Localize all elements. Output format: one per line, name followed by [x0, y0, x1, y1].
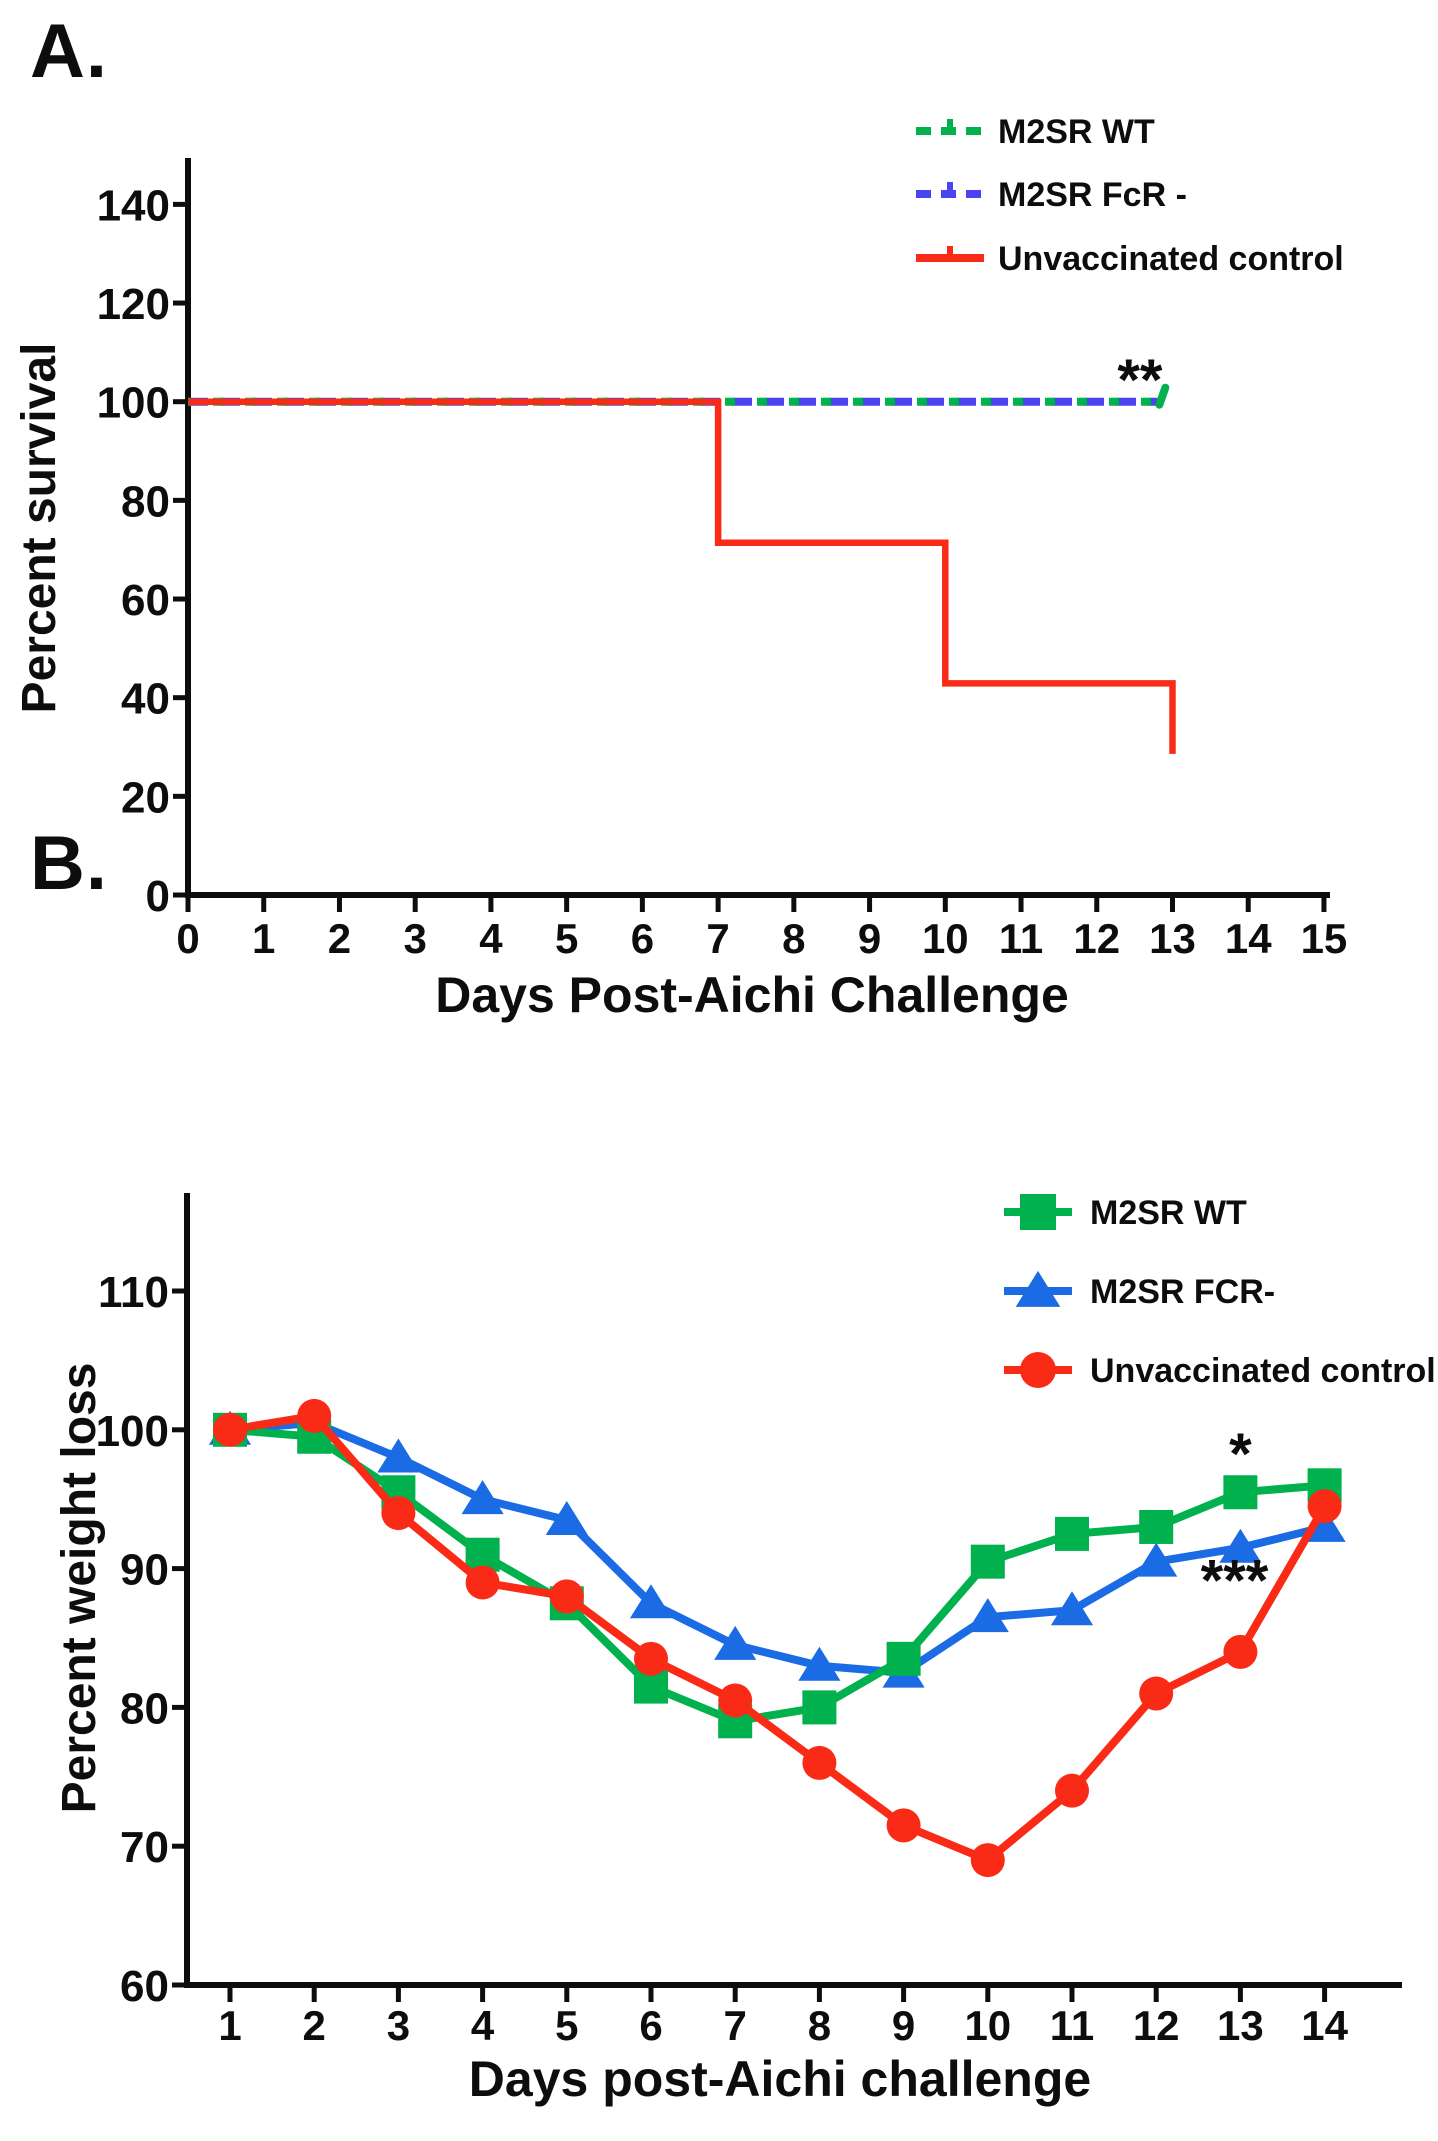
svg-text:100: 100	[96, 1407, 169, 1456]
legend-item-m2sr-wt: M2SR WT	[916, 113, 1155, 151]
svg-text:2: 2	[328, 915, 351, 962]
svg-text:80: 80	[120, 1684, 169, 1733]
svg-text:M2SR FcR -: M2SR FcR -	[998, 176, 1187, 214]
svg-text:M2SR WT: M2SR WT	[998, 113, 1155, 151]
y-axis-title: Percent weight loss	[53, 1363, 106, 1814]
significance-annotation: *	[1229, 1422, 1252, 1487]
svg-text:140: 140	[97, 181, 170, 230]
svg-text:60: 60	[121, 576, 170, 625]
svg-text:60: 60	[120, 1962, 169, 2011]
legend: M2SR WT M2SR FcR - Unvaccinated control	[916, 113, 1344, 278]
panel-a-label: A.	[30, 9, 108, 94]
series-m2sr-fcr-	[208, 1403, 1346, 1688]
svg-text:8: 8	[808, 2002, 831, 2049]
series-group	[208, 1398, 1346, 1878]
svg-text:1: 1	[252, 915, 275, 962]
svg-text:4: 4	[479, 915, 503, 962]
svg-text:9: 9	[858, 915, 881, 962]
panel-b-label: B.	[30, 821, 108, 906]
svg-text:2: 2	[303, 2002, 326, 2049]
significance-annotation: **	[1117, 348, 1163, 413]
svg-text:80: 80	[121, 477, 170, 526]
svg-text:4: 4	[471, 2002, 495, 2049]
svg-text:8: 8	[782, 915, 805, 962]
legend-item-m2sr-wt: M2SR WT	[1004, 1194, 1247, 1232]
svg-text:40: 40	[121, 675, 170, 724]
legend-item-unvaccinated-control: Unvaccinated control	[1004, 1352, 1436, 1390]
censor-tick	[1155, 383, 1170, 409]
svg-text:7: 7	[724, 2002, 747, 2049]
svg-text:5: 5	[555, 2002, 578, 2049]
svg-text:3: 3	[387, 2002, 410, 2049]
svg-text:9: 9	[892, 2002, 915, 2049]
legend-item-unvaccinated-control: Unvaccinated control	[916, 240, 1344, 278]
x-axis-title: Days Post-Aichi Challenge	[435, 967, 1069, 1023]
svg-text:6: 6	[631, 915, 654, 962]
svg-text:7: 7	[706, 915, 729, 962]
svg-text:M2SR WT: M2SR WT	[1090, 1194, 1247, 1232]
svg-text:10: 10	[964, 2002, 1011, 2049]
svg-text:Unvaccinated control: Unvaccinated control	[1090, 1352, 1436, 1390]
svg-text:13: 13	[1149, 915, 1196, 962]
significance-annotation: ***	[1201, 1549, 1269, 1614]
svg-text:Unvaccinated control: Unvaccinated control	[998, 240, 1344, 278]
svg-text:0: 0	[176, 915, 199, 962]
svg-text:0: 0	[146, 872, 170, 921]
svg-text:100: 100	[97, 379, 170, 428]
svg-text:5: 5	[555, 915, 578, 962]
svg-text:14: 14	[1225, 915, 1272, 962]
svg-text:1: 1	[218, 2002, 241, 2049]
series-unvaccinated-control	[213, 1398, 1342, 1878]
svg-text:12: 12	[1133, 2002, 1180, 2049]
x-axis-title: Days post-Aichi challenge	[469, 2051, 1091, 2107]
svg-text:11: 11	[999, 915, 1043, 962]
svg-text:90: 90	[120, 1546, 169, 1595]
y-axis-title: Percent survival	[13, 343, 66, 714]
svg-text:20: 20	[121, 773, 170, 822]
svg-text:10: 10	[922, 915, 969, 962]
svg-text:11: 11	[1050, 2002, 1094, 2049]
svg-text:15: 15	[1301, 915, 1348, 962]
svg-text:70: 70	[120, 1823, 169, 1872]
svg-text:110: 110	[98, 1268, 169, 1317]
svg-text:120: 120	[97, 280, 170, 329]
svg-text:13: 13	[1217, 2002, 1264, 2049]
legend-item-m2sr-fcr-: M2SR FCR-	[1004, 1270, 1275, 1311]
svg-text:M2SR FCR-: M2SR FCR-	[1090, 1273, 1275, 1311]
series-group	[188, 397, 1176, 754]
svg-text:12: 12	[1073, 915, 1120, 962]
svg-text:3: 3	[404, 915, 427, 962]
svg-text:14: 14	[1301, 2002, 1348, 2049]
legend-item-m2sr-fcr-: M2SR FcR -	[916, 176, 1187, 214]
legend: M2SR WT M2SR FCR- Unvaccinated control	[1004, 1194, 1436, 1390]
svg-text:6: 6	[639, 2002, 662, 2049]
series-unvaccinated-control	[188, 398, 1176, 754]
